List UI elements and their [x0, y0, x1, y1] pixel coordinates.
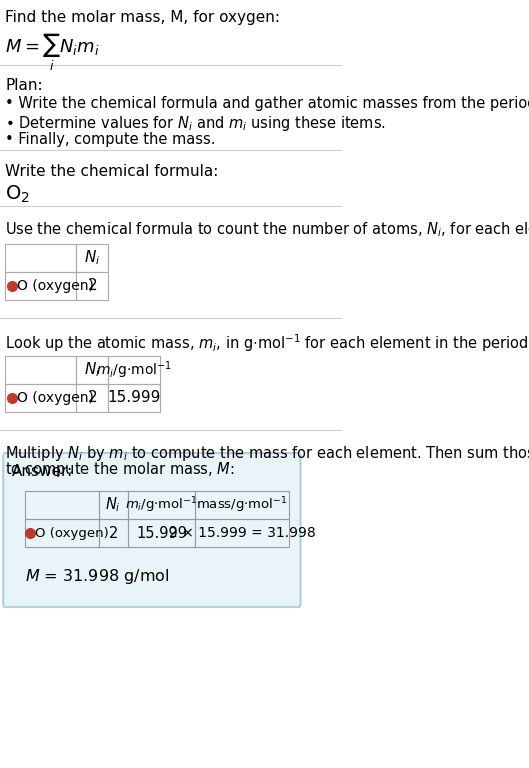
Bar	[127, 491, 195, 519]
Bar	[108, 356, 160, 384]
Text: $M$ = 31.998 g/mol: $M$ = 31.998 g/mol	[24, 567, 169, 586]
Text: $N_i$: $N_i$	[84, 361, 101, 379]
Text: O (oxygen): O (oxygen)	[35, 527, 108, 539]
Text: 2: 2	[87, 279, 97, 293]
Text: Multiply $N_i$ by $m_i$ to compute the mass for each element. Then sum those val: Multiply $N_i$ by $m_i$ to compute the m…	[5, 444, 529, 463]
Text: mass/g$\cdot$mol$^{-1}$: mass/g$\cdot$mol$^{-1}$	[196, 495, 288, 515]
Text: 2: 2	[87, 390, 97, 406]
Text: O (oxygen): O (oxygen)	[17, 391, 94, 405]
Text: • Determine values for $N_i$ and $m_i$ using these items.: • Determine values for $N_i$ and $m_i$ u…	[5, 114, 386, 133]
Bar	[5, 244, 76, 272]
Text: Answer:: Answer:	[12, 464, 73, 479]
Text: $\mathregular{O_2}$: $\mathregular{O_2}$	[5, 184, 30, 205]
Text: $N_i$: $N_i$	[84, 249, 101, 267]
Bar	[127, 519, 195, 547]
Text: O (oxygen): O (oxygen)	[17, 279, 94, 293]
Bar	[5, 356, 76, 384]
Bar	[5, 384, 76, 412]
Text: $m_i$/g$\cdot$mol$^{-1}$: $m_i$/g$\cdot$mol$^{-1}$	[125, 495, 198, 515]
Bar	[76, 244, 108, 272]
Bar	[76, 384, 108, 412]
Bar	[76, 272, 108, 300]
Text: 2: 2	[108, 525, 118, 541]
Bar	[98, 519, 127, 547]
Bar	[195, 519, 289, 547]
Text: 15.999: 15.999	[136, 525, 187, 541]
Text: Use the chemical formula to count the number of atoms, $N_i$, for each element:: Use the chemical formula to count the nu…	[5, 220, 529, 239]
Text: Write the chemical formula:: Write the chemical formula:	[5, 164, 218, 179]
Text: Plan:: Plan:	[5, 78, 43, 93]
Bar	[76, 356, 108, 384]
Text: $M = \sum_i N_i m_i$: $M = \sum_i N_i m_i$	[5, 32, 99, 73]
Text: • Finally, compute the mass.: • Finally, compute the mass.	[5, 132, 216, 147]
Bar	[98, 491, 127, 519]
Text: $N_i$: $N_i$	[105, 495, 121, 515]
Bar	[108, 384, 160, 412]
Text: Look up the atomic mass, $m_i$, in g$\cdot$mol$^{-1}$ for each element in the pe: Look up the atomic mass, $m_i$, in g$\cd…	[5, 332, 529, 354]
Bar	[5, 272, 76, 300]
Text: 2 × 15.999 = 31.998: 2 × 15.999 = 31.998	[169, 526, 315, 540]
Text: 15.999: 15.999	[107, 390, 161, 406]
FancyBboxPatch shape	[3, 453, 300, 607]
Text: • Write the chemical formula and gather atomic masses from the periodic table.: • Write the chemical formula and gather …	[5, 96, 529, 111]
Bar	[24, 519, 98, 547]
Bar	[195, 491, 289, 519]
Text: Find the molar mass, M, for oxygen:: Find the molar mass, M, for oxygen:	[5, 10, 280, 25]
Text: to compute the molar mass, $M$:: to compute the molar mass, $M$:	[5, 460, 235, 479]
Bar	[24, 491, 98, 519]
Text: $m_i$/g$\cdot$mol$^{-1}$: $m_i$/g$\cdot$mol$^{-1}$	[96, 359, 172, 381]
